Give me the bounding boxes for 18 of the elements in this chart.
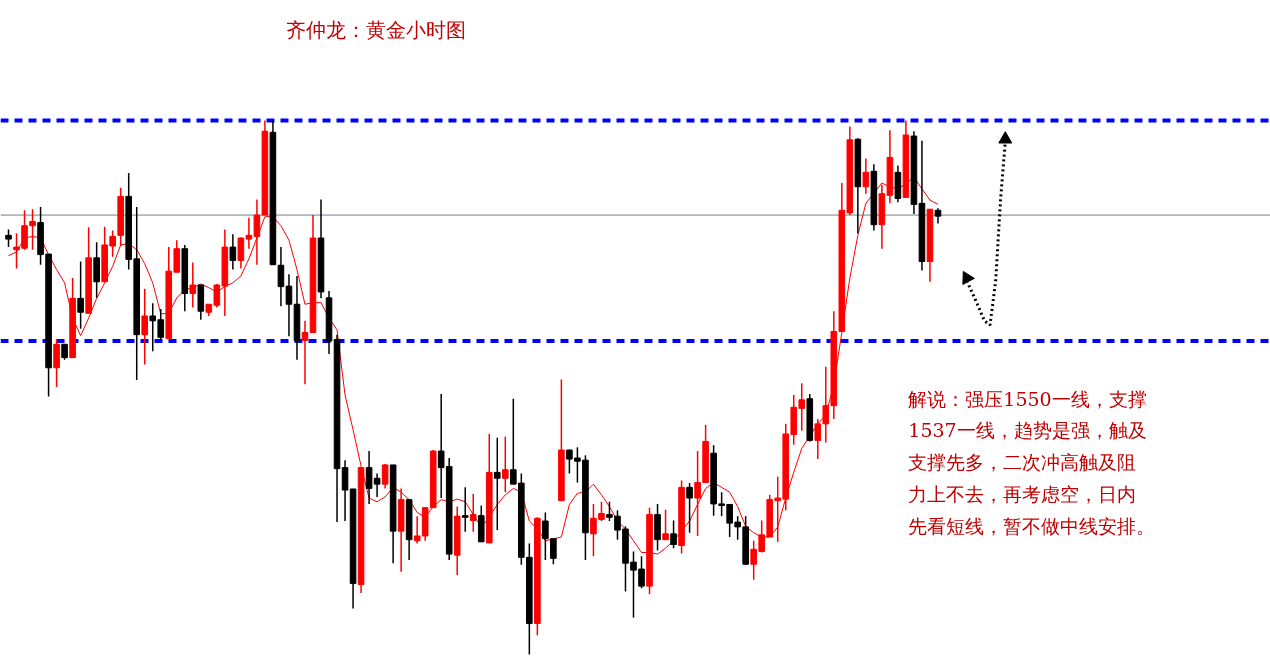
- candlestick: [670, 519, 677, 549]
- candlestick: [341, 459, 349, 522]
- candlestick: [493, 436, 501, 531]
- chart-title: 齐仲龙：黄金小时图: [285, 17, 466, 42]
- candlestick: [53, 338, 60, 388]
- candlestick: [381, 463, 389, 490]
- candlestick: [662, 509, 669, 541]
- candlestick: [501, 435, 509, 493]
- candlestick: [301, 320, 309, 386]
- annotation: 解说：强压1550一线，支撑1537一线，趋势是强，触及支撑先多，二次冲高触及阻力上不去，再考虑空，日内先看短线，暂不做中线安排。: [908, 387, 1156, 538]
- candlestick: [77, 260, 84, 330]
- candlestick: [189, 261, 197, 309]
- candlestick: [469, 493, 477, 533]
- candlestick: [229, 233, 237, 271]
- candlestick: [141, 288, 149, 366]
- candlestick: [686, 482, 693, 534]
- candlestick: [461, 486, 469, 533]
- candlestick: [862, 157, 870, 195]
